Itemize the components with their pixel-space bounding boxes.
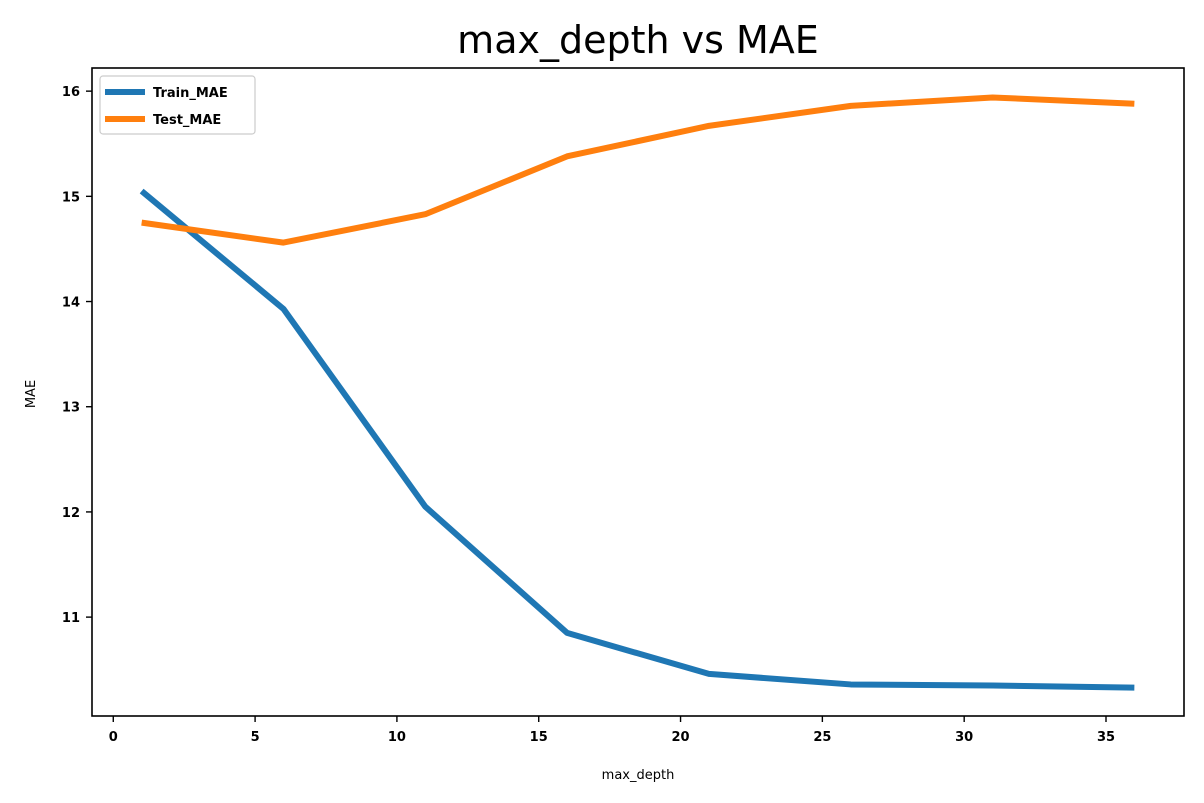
x-tick-label: 15 (530, 730, 548, 745)
legend-label: Test_MAE (153, 113, 221, 128)
y-tick-label: 15 (62, 190, 80, 205)
x-tick-label: 0 (109, 730, 118, 745)
series-lines (139, 94, 1135, 691)
y-tick-label: 16 (62, 85, 80, 100)
legend: Train_MAE Test_MAE (99, 75, 256, 135)
x-tick-label: 5 (251, 730, 260, 745)
series-line-test-mae (141, 94, 1135, 246)
y-tick-label: 11 (62, 611, 80, 626)
x-tick-label: 25 (813, 730, 831, 745)
plot-frame (91, 67, 1185, 717)
x-tick-label: 35 (1097, 730, 1115, 745)
axis-ticks: 0 5 10 15 20 25 30 35 11 12 13 14 15 16 (62, 85, 1115, 745)
x-axis-label: max_depth (602, 768, 675, 783)
x-tick-label: 10 (388, 730, 406, 745)
x-tick-label: 20 (671, 730, 689, 745)
y-axis-label: MAE (24, 380, 39, 408)
legend-label: Train_MAE (153, 86, 228, 101)
chart-title: max_depth vs MAE (457, 18, 819, 62)
series-line-train-mae (139, 188, 1135, 691)
y-tick-label: 13 (62, 401, 80, 416)
x-tick-label: 30 (955, 730, 973, 745)
y-tick-label: 12 (62, 506, 80, 521)
y-tick-label: 14 (62, 296, 80, 311)
